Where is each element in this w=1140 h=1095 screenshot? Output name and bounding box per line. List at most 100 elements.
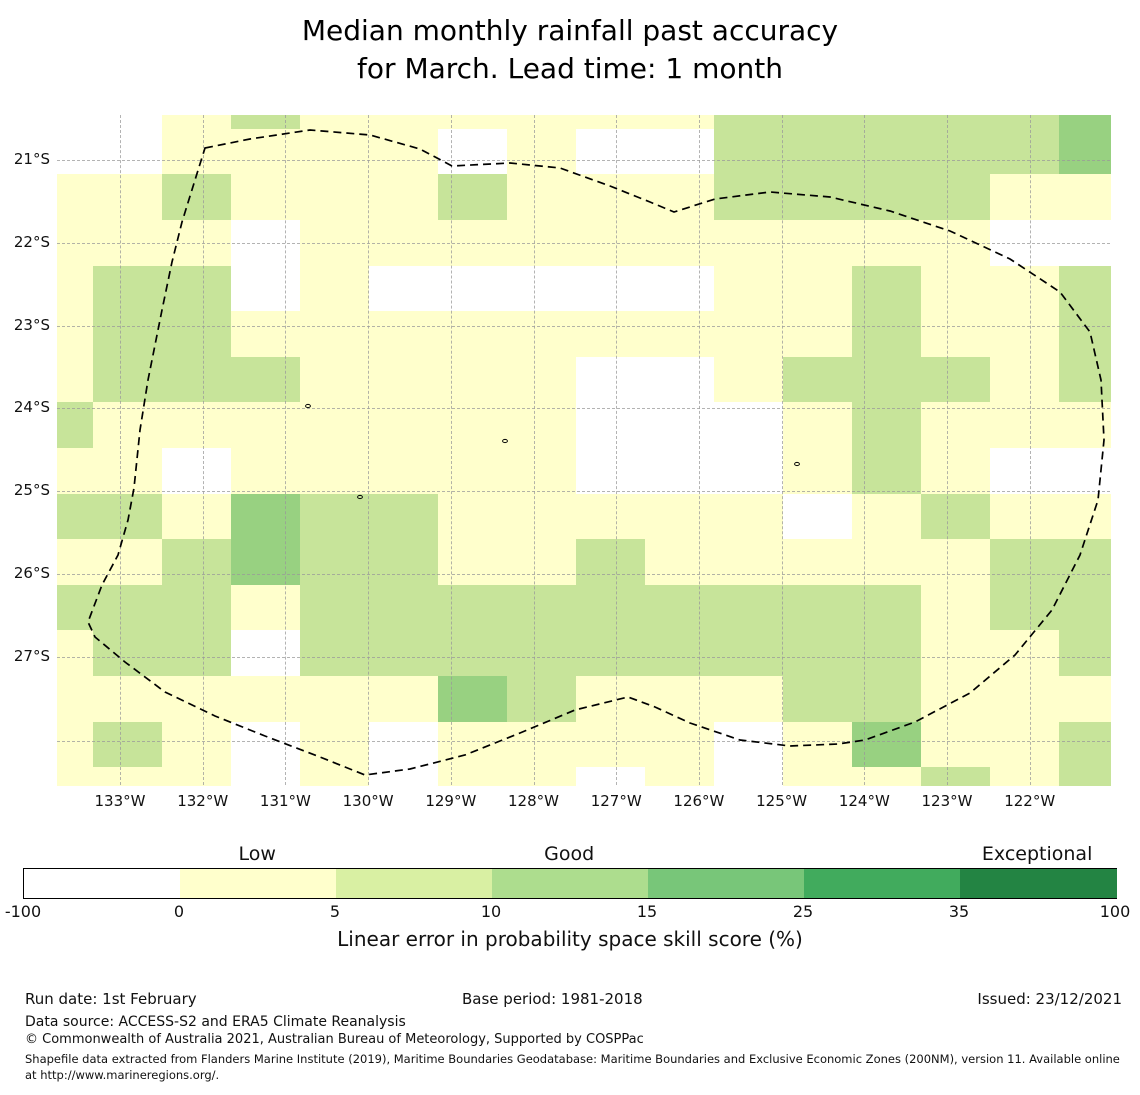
grid-cell <box>1058 174 1111 221</box>
grid-cell <box>1058 539 1111 586</box>
grid-cell <box>437 493 508 540</box>
grid-cell <box>713 128 784 175</box>
grid-cell <box>437 676 508 723</box>
grid-cell <box>920 311 991 358</box>
grid-cell <box>161 676 232 723</box>
grid-cell <box>644 767 715 786</box>
grid-cell <box>57 676 94 723</box>
data-source-text: Data source: ACCESS-S2 and ERA5 Climate … <box>25 1014 406 1030</box>
grid-cell <box>368 584 439 631</box>
grid-cell <box>368 630 439 677</box>
grid-cell <box>851 493 922 540</box>
grid-cell <box>644 356 715 403</box>
grid-cell <box>161 128 232 175</box>
grid-cell <box>920 265 991 312</box>
grid-cell <box>851 721 922 768</box>
grid-cell <box>989 448 1060 495</box>
grid-cell <box>575 539 646 586</box>
colorbar-zone-labels: Low Good Exceptional <box>23 843 1117 867</box>
grid-cell <box>506 584 577 631</box>
grid-cell <box>161 265 232 312</box>
grid-cell <box>851 356 922 403</box>
grid-cell <box>437 115 508 130</box>
grid-cell <box>920 493 991 540</box>
lon-gridline <box>616 115 618 785</box>
grid-cell <box>230 584 301 631</box>
grid-cell <box>92 448 163 495</box>
grid-cell <box>644 448 715 495</box>
grid-cell <box>851 584 922 631</box>
grid-cell <box>161 311 232 358</box>
shapefile-note-text: Shapefile data extracted from Flanders M… <box>25 1052 1120 1083</box>
colorbar-segment <box>336 869 493 898</box>
grid-cell <box>299 356 370 403</box>
grid-cell <box>644 539 715 586</box>
lon-gridline <box>781 115 783 785</box>
colorbar-tick-label: 35 <box>948 902 970 921</box>
grid-cell <box>920 767 991 786</box>
grid-cell <box>644 493 715 540</box>
lat-gridline <box>57 491 1110 493</box>
lon-tick-label: 122°W <box>1004 792 1056 810</box>
grid-cell <box>57 115 94 130</box>
grid-cell <box>161 115 232 130</box>
grid-cell <box>506 448 577 495</box>
grid-cell <box>575 767 646 786</box>
issued-text: Issued: 23/12/2021 <box>977 990 1122 1008</box>
grid-cell <box>989 721 1060 768</box>
grid-cell <box>299 767 370 786</box>
lon-gridline <box>533 115 535 785</box>
grid-cell <box>299 721 370 768</box>
grid-cell <box>713 676 784 723</box>
grid-cell <box>575 493 646 540</box>
grid-cell <box>1058 356 1111 403</box>
grid-cell <box>920 174 991 221</box>
lat-tick-label: 23°S <box>13 315 50 334</box>
grid-cell <box>920 128 991 175</box>
grid-cell <box>437 174 508 221</box>
grid-cell <box>161 493 232 540</box>
lon-tick-label: 126°W <box>673 792 725 810</box>
grid-cell <box>782 448 853 495</box>
colorbar-segment <box>960 869 1117 898</box>
grid-cell <box>713 311 784 358</box>
grid-cell <box>299 174 370 221</box>
colorbar-tick-label: 5 <box>329 902 341 921</box>
grid-cell <box>161 356 232 403</box>
grid-cell <box>230 448 301 495</box>
grid-cell <box>851 767 922 786</box>
grid-cell <box>1058 493 1111 540</box>
grid-cell <box>920 539 991 586</box>
colorbar-axis-label: Linear error in probability space skill … <box>337 927 803 951</box>
grid-cell <box>92 115 163 130</box>
grid-cell <box>989 356 1060 403</box>
grid-cell <box>92 311 163 358</box>
grid-cell <box>851 115 922 130</box>
colorbar-tick-label: 15 <box>636 902 658 921</box>
grid-cell <box>713 584 784 631</box>
grid-cell <box>368 721 439 768</box>
grid-cell <box>782 356 853 403</box>
grid-cell <box>368 493 439 540</box>
grid-cell <box>782 767 853 786</box>
grid-cell <box>161 584 232 631</box>
grid-cell <box>57 448 94 495</box>
lon-tick-label: 133°W <box>94 792 146 810</box>
grid-cell <box>782 128 853 175</box>
lon-gridline <box>120 115 121 785</box>
grid-cell <box>644 676 715 723</box>
grid-cell <box>713 356 784 403</box>
grid-cell <box>437 630 508 677</box>
run-date-text: Run date: 1st February <box>25 990 197 1008</box>
lat-tick-label: 21°S <box>13 150 50 168</box>
grid-cell <box>713 767 784 786</box>
grid-cell <box>230 115 301 130</box>
lon-gridline <box>947 115 948 785</box>
grid-cell <box>851 448 922 495</box>
grid-cell <box>506 676 577 723</box>
lat-gridline <box>57 242 1110 244</box>
grid-cell <box>92 630 163 677</box>
lon-gridline <box>285 115 287 785</box>
grid-cell <box>1058 767 1111 786</box>
